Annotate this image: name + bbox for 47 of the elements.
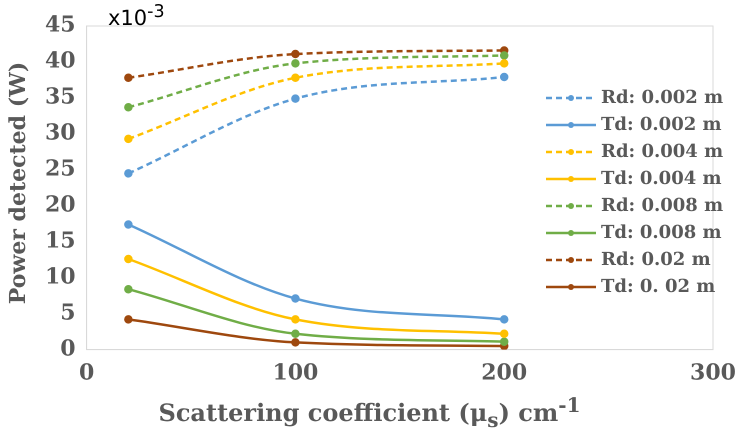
point [124, 254, 133, 264]
point [291, 74, 300, 82]
legend-label: Td: 0.004 m [601, 168, 722, 189]
point [500, 315, 508, 324]
y-tick-label: 30 [44, 120, 76, 146]
y-axis-title: Power detected (W) [5, 60, 31, 306]
point [291, 50, 300, 58]
y-tick-label: 25 [44, 156, 76, 182]
y-tick-label: 45 [44, 12, 76, 38]
y-tick-label: 5 [60, 299, 76, 326]
point [291, 338, 300, 347]
annotation: x10$^{-3}$ [108, 2, 165, 30]
point [124, 315, 133, 324]
x-axis-title: Scattering coefficient (μ$_{s}$) cm$^{-1}$ [157, 393, 582, 432]
x-tick-label: 300 [690, 360, 736, 386]
point [291, 330, 300, 338]
x-tick-label: 100 [272, 360, 318, 386]
point [124, 284, 133, 294]
point [124, 103, 133, 112]
y-tick-label: 0 [60, 335, 76, 362]
point [291, 315, 300, 324]
y-tick-label: 15 [44, 227, 76, 254]
point [124, 169, 133, 178]
legend-label: Rd: 0.004 m [601, 141, 724, 162]
x-tick-label: 200 [481, 360, 528, 386]
point [291, 94, 300, 103]
point [124, 220, 133, 229]
point [500, 59, 508, 68]
point [500, 330, 508, 338]
point [291, 294, 300, 303]
point [124, 74, 133, 82]
point [124, 134, 133, 144]
legend-label: Td: 0. 02 m [601, 276, 716, 297]
legend-label: Rd: 0.002 m [601, 87, 724, 108]
legend-label: Td: 0.002 m [601, 114, 722, 135]
y-tick-label: 40 [44, 48, 76, 74]
point [291, 59, 300, 68]
point [500, 72, 508, 82]
legend-label: Rd: 0.008 m [601, 195, 724, 216]
point [500, 337, 508, 346]
y-tick-label: 20 [44, 191, 76, 218]
x-tick-label: 0 [78, 360, 94, 386]
point [500, 51, 508, 60]
legend-label: Rd: 0.02 m [601, 249, 711, 270]
y-tick-label: 35 [44, 84, 76, 110]
legend-label: Td: 0.008 m [601, 222, 722, 243]
y-tick-label: 10 [44, 263, 76, 290]
